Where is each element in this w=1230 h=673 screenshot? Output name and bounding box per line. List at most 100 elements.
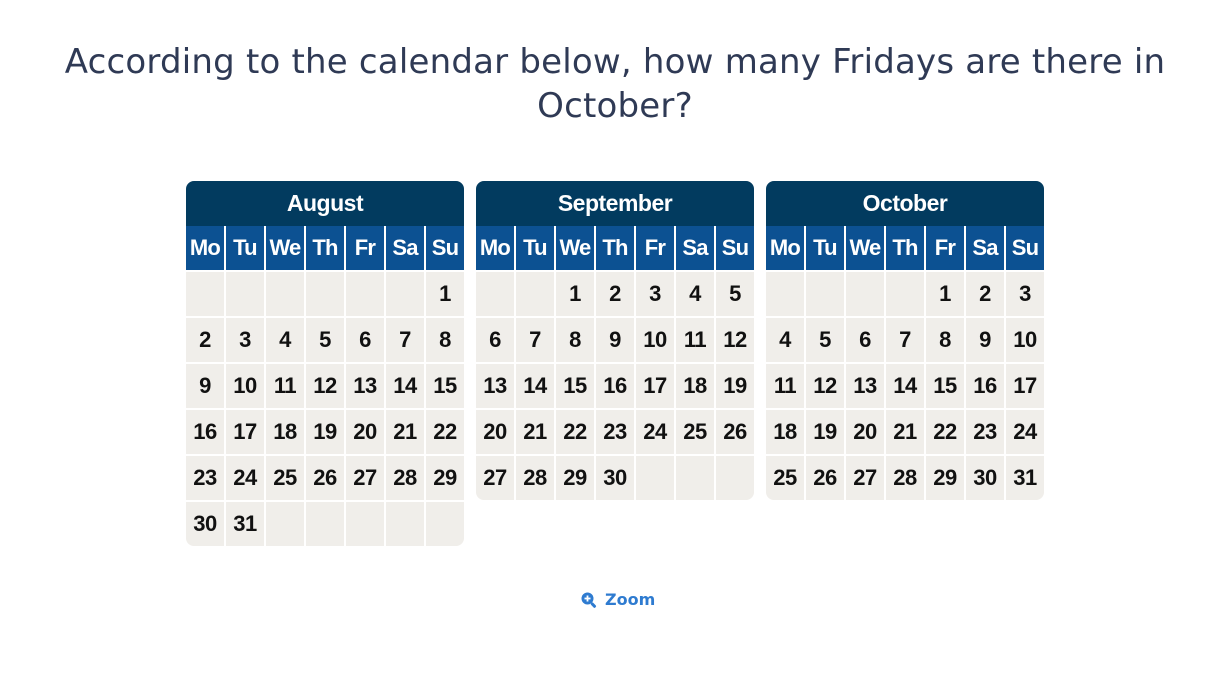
empty-day-cell <box>886 272 924 316</box>
day-cell: 18 <box>766 410 804 454</box>
day-cell: 22 <box>556 410 594 454</box>
day-cell: 25 <box>766 456 804 500</box>
day-cell: 27 <box>346 456 384 500</box>
day-grid: 1 2 3 4 5 6 7 8 9 10 11 12 13 14 15 16 17 18 19 20 21 22 23 24 2… <box>766 270 1044 500</box>
day-cell: 11 <box>766 364 804 408</box>
weekday-label: We <box>556 226 594 270</box>
empty-day-cell <box>186 272 224 316</box>
day-cell: 30 <box>596 456 634 500</box>
day-cell: 4 <box>676 272 714 316</box>
weekday-label: Mo <box>766 226 804 270</box>
day-cell: 13 <box>846 364 884 408</box>
day-cell: 28 <box>886 456 924 500</box>
day-cell: 17 <box>1006 364 1044 408</box>
day-cell: 20 <box>846 410 884 454</box>
day-cell: 23 <box>186 456 224 500</box>
day-cell: 21 <box>386 410 424 454</box>
day-cell: 8 <box>926 318 964 362</box>
day-cell: 17 <box>636 364 674 408</box>
day-cell: 12 <box>306 364 344 408</box>
day-cell: 22 <box>426 410 464 454</box>
day-cell: 30 <box>186 502 224 546</box>
empty-day-cell <box>266 502 304 546</box>
day-cell: 28 <box>516 456 554 500</box>
month-title: September <box>476 181 754 226</box>
day-cell: 15 <box>426 364 464 408</box>
day-cell: 2 <box>186 318 224 362</box>
weekday-label: Mo <box>186 226 224 270</box>
empty-day-cell <box>766 272 804 316</box>
empty-day-cell <box>226 272 264 316</box>
empty-day-cell <box>806 272 844 316</box>
day-cell: 13 <box>346 364 384 408</box>
day-cell: 17 <box>226 410 264 454</box>
weekday-label: Tu <box>806 226 844 270</box>
weekday-label: Fr <box>926 226 964 270</box>
empty-day-cell <box>306 502 344 546</box>
empty-day-cell <box>426 502 464 546</box>
day-cell: 7 <box>886 318 924 362</box>
day-cell: 24 <box>1006 410 1044 454</box>
day-cell: 3 <box>1006 272 1044 316</box>
day-cell: 23 <box>596 410 634 454</box>
day-cell: 19 <box>806 410 844 454</box>
day-cell: 10 <box>636 318 674 362</box>
day-cell: 5 <box>716 272 754 316</box>
weekday-label: Sa <box>386 226 424 270</box>
month-calendar-august: August Mo Tu We Th Fr Sa Su 1 2 3 4 5 6 7 8 9 10 11 12 13 14 1… <box>186 181 464 546</box>
day-cell: 11 <box>676 318 714 362</box>
day-cell: 27 <box>846 456 884 500</box>
day-cell: 19 <box>306 410 344 454</box>
day-cell: 26 <box>716 410 754 454</box>
day-cell: 9 <box>966 318 1004 362</box>
day-cell: 25 <box>266 456 304 500</box>
month-title: August <box>186 181 464 226</box>
weekday-label: Fr <box>346 226 384 270</box>
day-cell: 24 <box>636 410 674 454</box>
empty-day-cell <box>676 456 714 500</box>
day-cell: 4 <box>766 318 804 362</box>
day-cell: 8 <box>426 318 464 362</box>
day-cell: 1 <box>556 272 594 316</box>
day-cell: 31 <box>1006 456 1044 500</box>
day-cell: 24 <box>226 456 264 500</box>
day-cell: 9 <box>186 364 224 408</box>
day-cell: 28 <box>386 456 424 500</box>
day-cell: 26 <box>806 456 844 500</box>
weekday-label: Tu <box>226 226 264 270</box>
zoom-button[interactable]: Zoom <box>580 590 655 609</box>
day-cell: 19 <box>716 364 754 408</box>
weekday-label: Su <box>716 226 754 270</box>
day-cell: 29 <box>556 456 594 500</box>
day-cell: 3 <box>226 318 264 362</box>
day-cell: 6 <box>346 318 384 362</box>
day-cell: 15 <box>926 364 964 408</box>
day-cell: 6 <box>846 318 884 362</box>
day-cell: 16 <box>186 410 224 454</box>
day-cell: 9 <box>596 318 634 362</box>
day-cell: 20 <box>346 410 384 454</box>
day-cell: 22 <box>926 410 964 454</box>
day-cell: 14 <box>386 364 424 408</box>
day-cell: 29 <box>426 456 464 500</box>
day-cell: 14 <box>886 364 924 408</box>
weekday-label: Sa <box>676 226 714 270</box>
day-cell: 11 <box>266 364 304 408</box>
day-cell: 10 <box>1006 318 1044 362</box>
zoom-in-icon <box>580 591 598 609</box>
weekday-label: Th <box>596 226 634 270</box>
day-grid: 1 2 3 4 5 6 7 8 9 10 11 12 13 14 15 16 17 18 19 20 21 22 23 24 2… <box>476 270 754 500</box>
day-cell: 16 <box>596 364 634 408</box>
weekday-header-row: Mo Tu We Th Fr Sa Su <box>186 226 464 270</box>
day-cell: 31 <box>226 502 264 546</box>
day-cell: 21 <box>886 410 924 454</box>
empty-day-cell <box>716 456 754 500</box>
day-cell: 5 <box>306 318 344 362</box>
month-calendar-september: September Mo Tu We Th Fr Sa Su 1 2 3 4 5 6 7 8 9 10 11 12 13… <box>476 181 754 500</box>
day-cell: 3 <box>636 272 674 316</box>
day-cell: 1 <box>426 272 464 316</box>
weekday-label: Su <box>1006 226 1044 270</box>
empty-day-cell <box>516 272 554 316</box>
day-cell: 12 <box>716 318 754 362</box>
empty-day-cell <box>266 272 304 316</box>
